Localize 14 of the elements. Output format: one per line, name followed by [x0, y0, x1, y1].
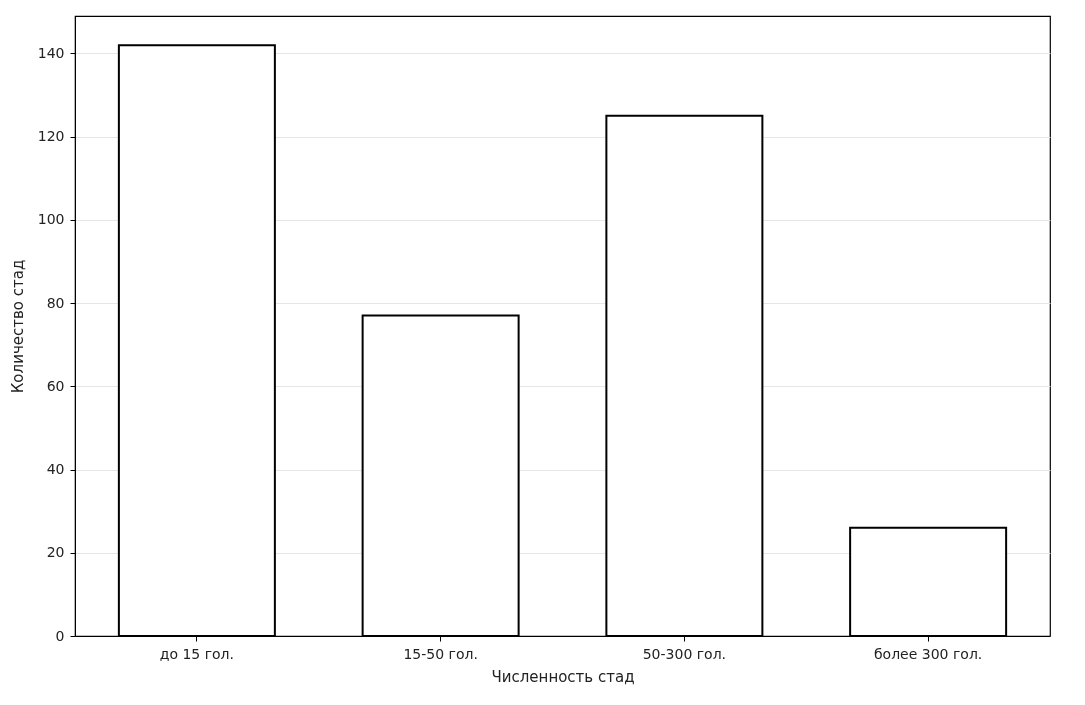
x-tick-label: 50-300 гол. — [642, 645, 727, 662]
y-tick-label: 80 — [46, 294, 65, 311]
y-tick-label: 0 — [55, 627, 65, 644]
y-tick-label: 140 — [37, 44, 65, 61]
y-tick-label: 100 — [37, 211, 65, 228]
y-tick-label: 60 — [46, 377, 65, 394]
x-tick-label: до 15 гол. — [159, 645, 235, 662]
y-tick-label: 20 — [46, 544, 65, 561]
x-axis-title: Численность стад — [491, 667, 635, 686]
x-tick-label: 15-50 гол. — [403, 645, 478, 662]
y-tick-label: 120 — [37, 128, 65, 145]
x-tick-label: более 300 гол. — [873, 645, 983, 662]
y-axis-title: Количество стад — [8, 259, 27, 394]
y-tick-label: 40 — [46, 461, 65, 478]
